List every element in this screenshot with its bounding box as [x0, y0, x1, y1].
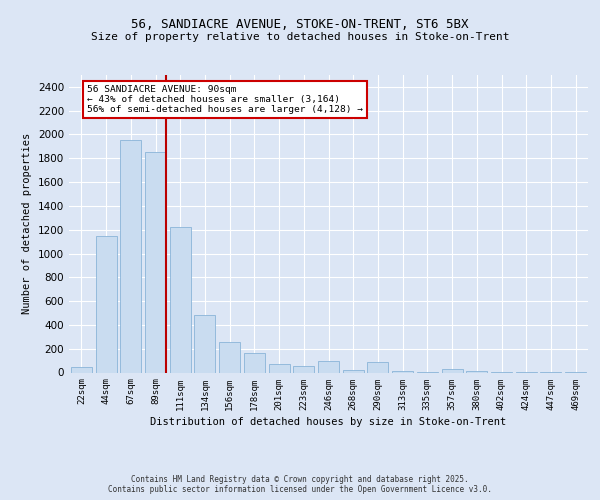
Bar	[219, 342, 240, 372]
Text: 56, SANDIACRE AVENUE, STOKE-ON-TRENT, ST6 5BX: 56, SANDIACRE AVENUE, STOKE-ON-TRENT, ST…	[131, 18, 469, 30]
Text: Contains HM Land Registry data © Crown copyright and database right 2025.
Contai: Contains HM Land Registry data © Crown c…	[108, 474, 492, 494]
Bar	[194, 316, 215, 372]
X-axis label: Distribution of detached houses by size in Stoke-on-Trent: Distribution of detached houses by size …	[151, 416, 506, 426]
Bar	[145, 152, 166, 372]
Bar	[442, 369, 463, 372]
Bar	[293, 366, 314, 372]
Bar	[170, 228, 191, 372]
Bar	[95, 236, 116, 372]
Bar	[318, 360, 339, 372]
Text: Size of property relative to detached houses in Stoke-on-Trent: Size of property relative to detached ho…	[91, 32, 509, 42]
Bar	[71, 366, 92, 372]
Bar	[120, 140, 141, 372]
Bar	[244, 353, 265, 372]
Text: 56 SANDIACRE AVENUE: 90sqm
← 43% of detached houses are smaller (3,164)
56% of s: 56 SANDIACRE AVENUE: 90sqm ← 43% of deta…	[87, 84, 363, 114]
Y-axis label: Number of detached properties: Number of detached properties	[22, 133, 32, 314]
Bar	[269, 364, 290, 372]
Bar	[367, 362, 388, 372]
Bar	[392, 370, 413, 372]
Bar	[343, 370, 364, 372]
